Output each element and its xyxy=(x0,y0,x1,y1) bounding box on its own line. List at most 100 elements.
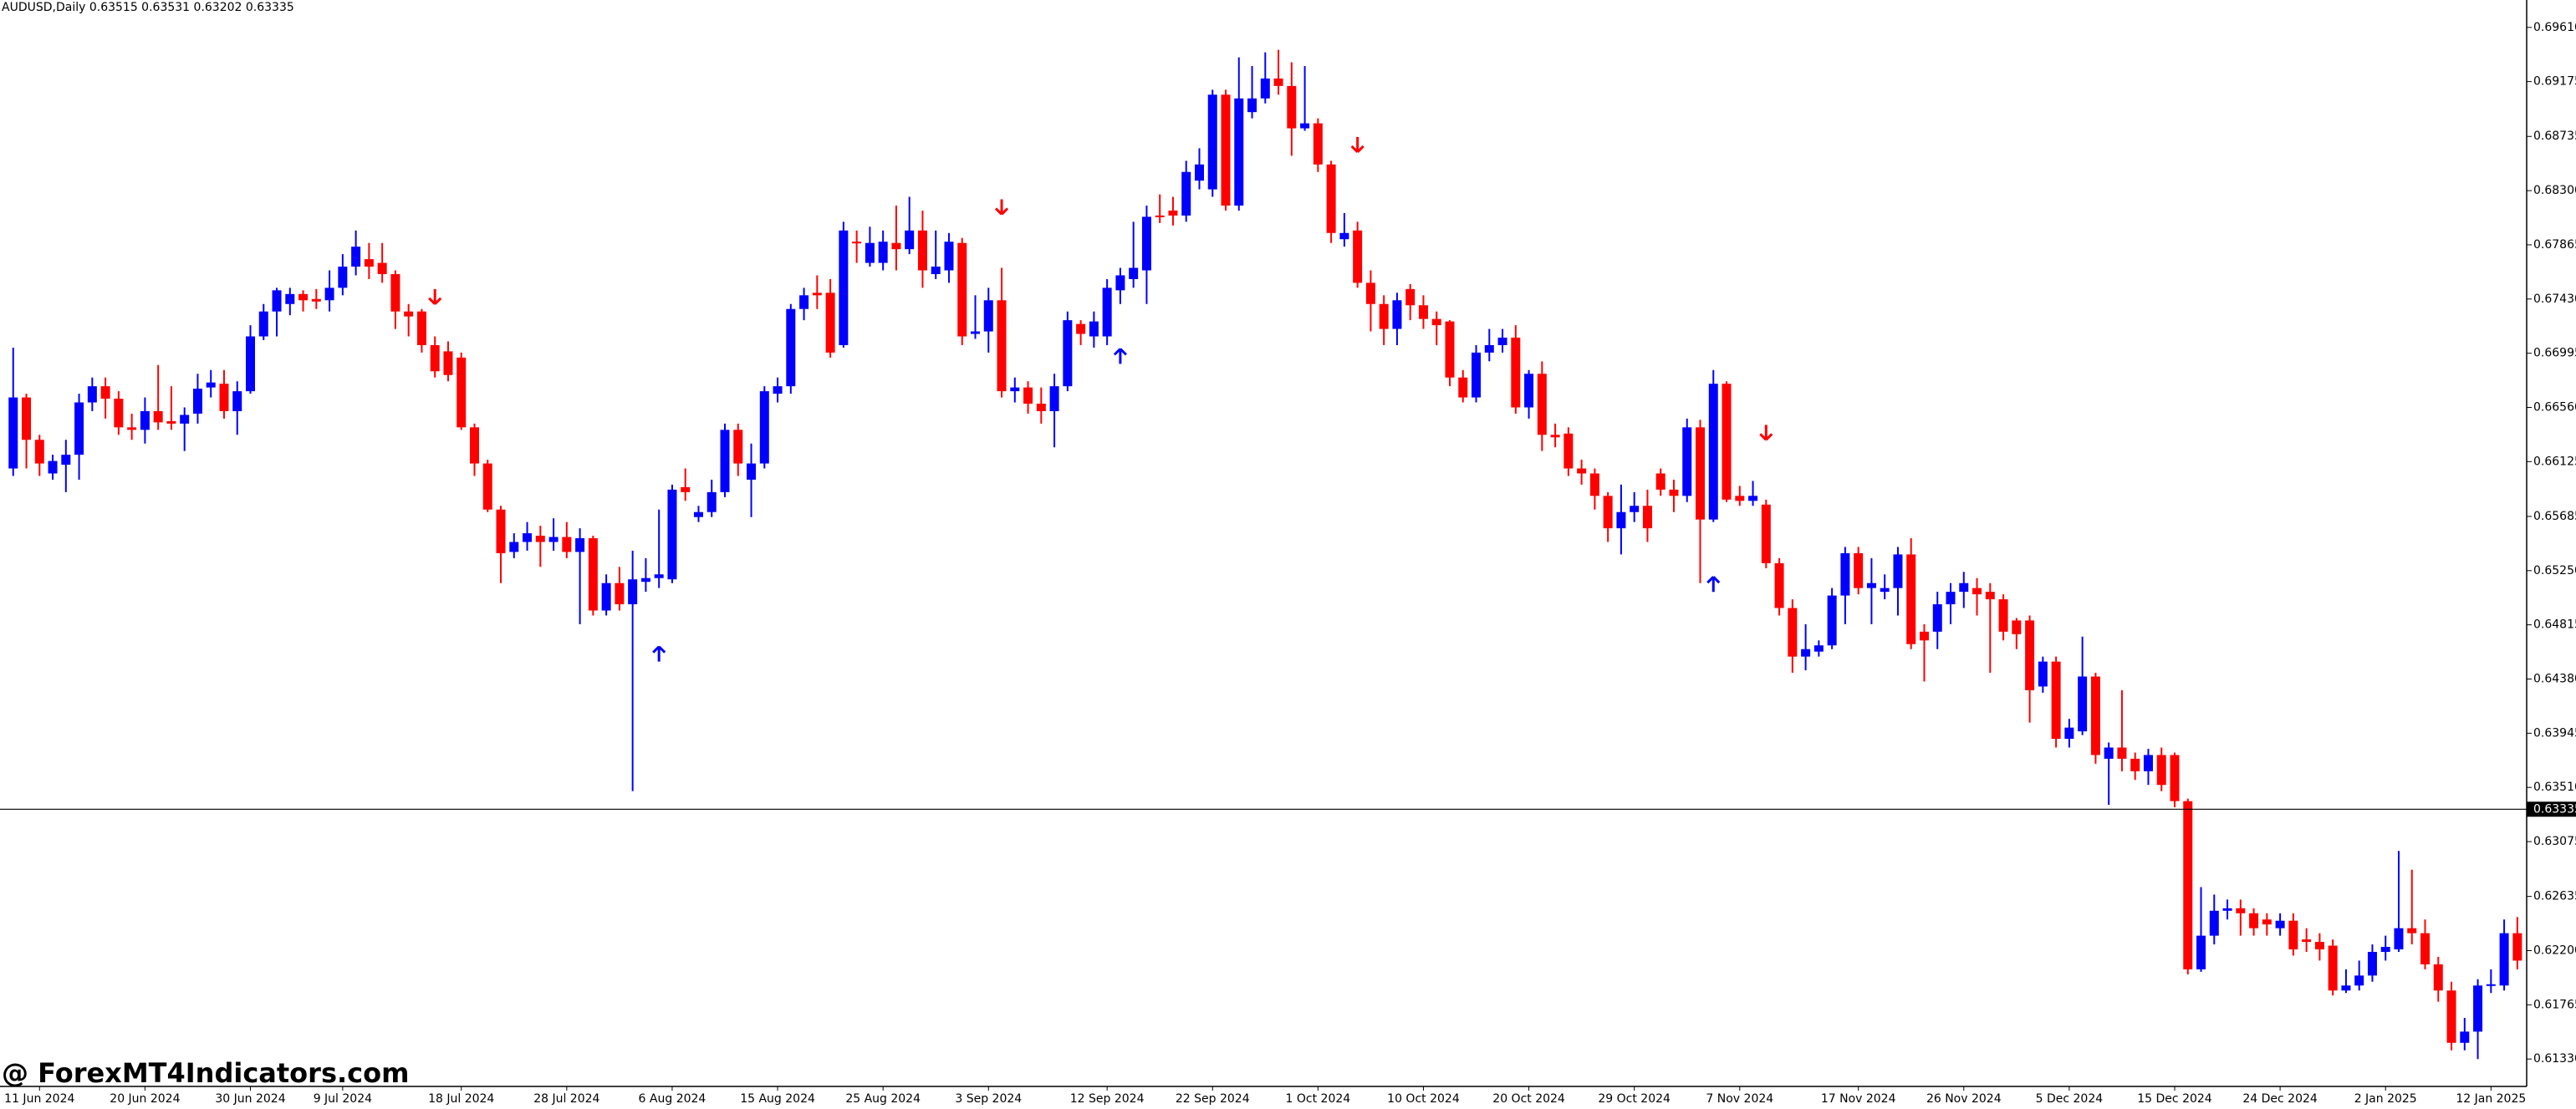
candle-body xyxy=(22,397,32,440)
y-tick-label: 0.68735 xyxy=(2533,130,2576,143)
candle-body xyxy=(1076,323,1086,334)
candle-body xyxy=(416,311,426,345)
candle-body xyxy=(693,511,703,517)
candle-body xyxy=(1801,649,1811,657)
candle-body xyxy=(1840,552,1850,596)
chart-title: AUDUSD,Daily 0.63515 0.63531 0.63202 0.6… xyxy=(2,1,294,14)
candle-body xyxy=(1813,645,1824,652)
candle-body xyxy=(1577,468,1587,474)
candle-body xyxy=(917,230,927,271)
candle-body xyxy=(1866,582,1876,588)
x-tick-label: 20 Jun 2024 xyxy=(110,1092,180,1106)
candle-body xyxy=(1287,85,1297,129)
candle-body xyxy=(2354,975,2364,986)
x-tick-label: 25 Aug 2024 xyxy=(845,1092,921,1106)
candle-body xyxy=(1273,78,1283,86)
candle-body xyxy=(1023,387,1033,404)
candle-body xyxy=(2025,620,2035,690)
candle-body xyxy=(1696,427,1706,520)
candle-body xyxy=(1168,210,1178,216)
candle-body xyxy=(2038,661,2048,687)
x-tick-label: 9 Jul 2024 xyxy=(314,1092,372,1106)
candle-body xyxy=(2143,755,2153,771)
candle-body xyxy=(2130,758,2140,771)
x-tick-label: 24 Dec 2024 xyxy=(2242,1092,2318,1106)
candle-body xyxy=(1919,631,1929,641)
candle-body xyxy=(1761,504,1771,563)
y-tick-label: 0.64815 xyxy=(2533,618,2576,632)
candle-body xyxy=(1998,599,2008,632)
candle-body xyxy=(2051,661,2061,740)
candle-body xyxy=(1497,338,1507,345)
candle-body xyxy=(1089,321,1099,337)
x-tick-label: 11 Jun 2024 xyxy=(4,1092,74,1106)
candle-body xyxy=(34,440,44,464)
current-price-box xyxy=(2527,801,2576,817)
candle-body xyxy=(575,538,585,552)
current-price-label: 0.63335 xyxy=(2533,802,2576,816)
candle-body xyxy=(2170,755,2180,801)
candle-body xyxy=(509,542,519,552)
candle-body xyxy=(311,298,321,302)
candle-body xyxy=(1630,506,1640,512)
candle-body xyxy=(747,463,757,480)
candle-body xyxy=(2196,935,2206,969)
candle-body xyxy=(364,259,374,267)
candle-body xyxy=(615,582,625,605)
x-tick-label: 7 Nov 2024 xyxy=(1706,1092,1773,1106)
candle-body xyxy=(667,489,677,580)
candle-body xyxy=(192,389,202,414)
candle-body xyxy=(799,295,809,309)
candle-body xyxy=(1129,267,1139,279)
candle-body xyxy=(2314,942,2324,950)
candle-body xyxy=(87,386,97,403)
candle-body xyxy=(457,357,467,428)
candle-body xyxy=(2433,964,2443,991)
candle-body xyxy=(931,267,941,274)
candle-body xyxy=(1234,98,1244,206)
y-tick-label: 0.67865 xyxy=(2533,238,2576,252)
candle-body xyxy=(1194,164,1204,181)
candle-body xyxy=(2473,985,2483,1032)
candle-body xyxy=(1959,582,1969,593)
candle-body xyxy=(180,415,190,424)
candle-body xyxy=(2460,1031,2470,1043)
candle-body xyxy=(1260,78,1270,99)
candle-body xyxy=(1537,374,1547,435)
candle-body xyxy=(2420,933,2431,964)
y-tick-label: 0.69175 xyxy=(2533,75,2576,89)
candle-body xyxy=(1603,496,1613,529)
candle-body xyxy=(2156,755,2166,786)
candle-body xyxy=(2183,801,2193,969)
candle-body xyxy=(1669,489,1679,496)
candle-body xyxy=(48,460,58,474)
candle-body xyxy=(706,491,717,512)
candle-body xyxy=(1511,338,1521,408)
x-tick-label: 15 Aug 2024 xyxy=(740,1092,815,1106)
candle-body xyxy=(2394,928,2404,950)
candle-body xyxy=(1115,275,1125,291)
watermark: @ ForexMT4Indicators.com xyxy=(2,1057,409,1089)
candle-body xyxy=(1313,123,1323,165)
candle-body xyxy=(1827,595,1837,646)
candle-body xyxy=(2236,908,2246,913)
candle-body xyxy=(1365,282,1375,304)
candle-body xyxy=(1893,554,1903,588)
candle-body xyxy=(338,267,348,288)
candle-body xyxy=(1642,506,1652,529)
y-tick-label: 0.63075 xyxy=(2533,835,2576,848)
candle-body xyxy=(786,308,796,387)
candle-body xyxy=(2499,933,2509,986)
x-tick-label: 10 Oct 2024 xyxy=(1387,1092,1460,1106)
x-tick-label: 20 Oct 2024 xyxy=(1492,1092,1565,1106)
x-tick-label: 15 Dec 2024 xyxy=(2137,1092,2212,1106)
candle-body xyxy=(681,486,691,492)
candle-body xyxy=(1392,300,1402,329)
candle-body xyxy=(1063,320,1073,387)
